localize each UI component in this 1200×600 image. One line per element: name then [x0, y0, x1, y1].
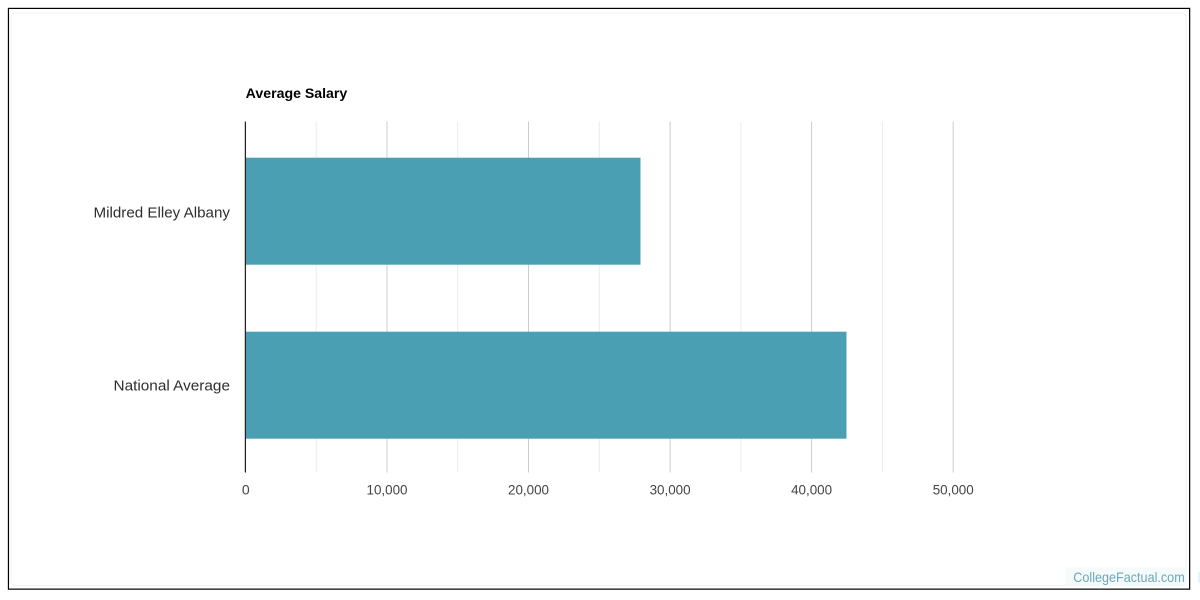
svg-text:0: 0	[242, 482, 250, 498]
svg-text:40,000: 40,000	[791, 482, 832, 498]
svg-text:National Average: National Average	[114, 378, 231, 395]
svg-text:Mildred Elley Albany: Mildred Elley Albany	[94, 204, 231, 221]
svg-text:20,000: 20,000	[508, 482, 549, 498]
svg-text:30,000: 30,000	[650, 482, 691, 498]
svg-text:CollegeFactual.com: CollegeFactual.com	[1073, 569, 1184, 585]
svg-text:Average Salary: Average Salary	[246, 85, 348, 101]
svg-text:10,000: 10,000	[367, 482, 408, 498]
svg-text:50,000: 50,000	[933, 482, 974, 498]
